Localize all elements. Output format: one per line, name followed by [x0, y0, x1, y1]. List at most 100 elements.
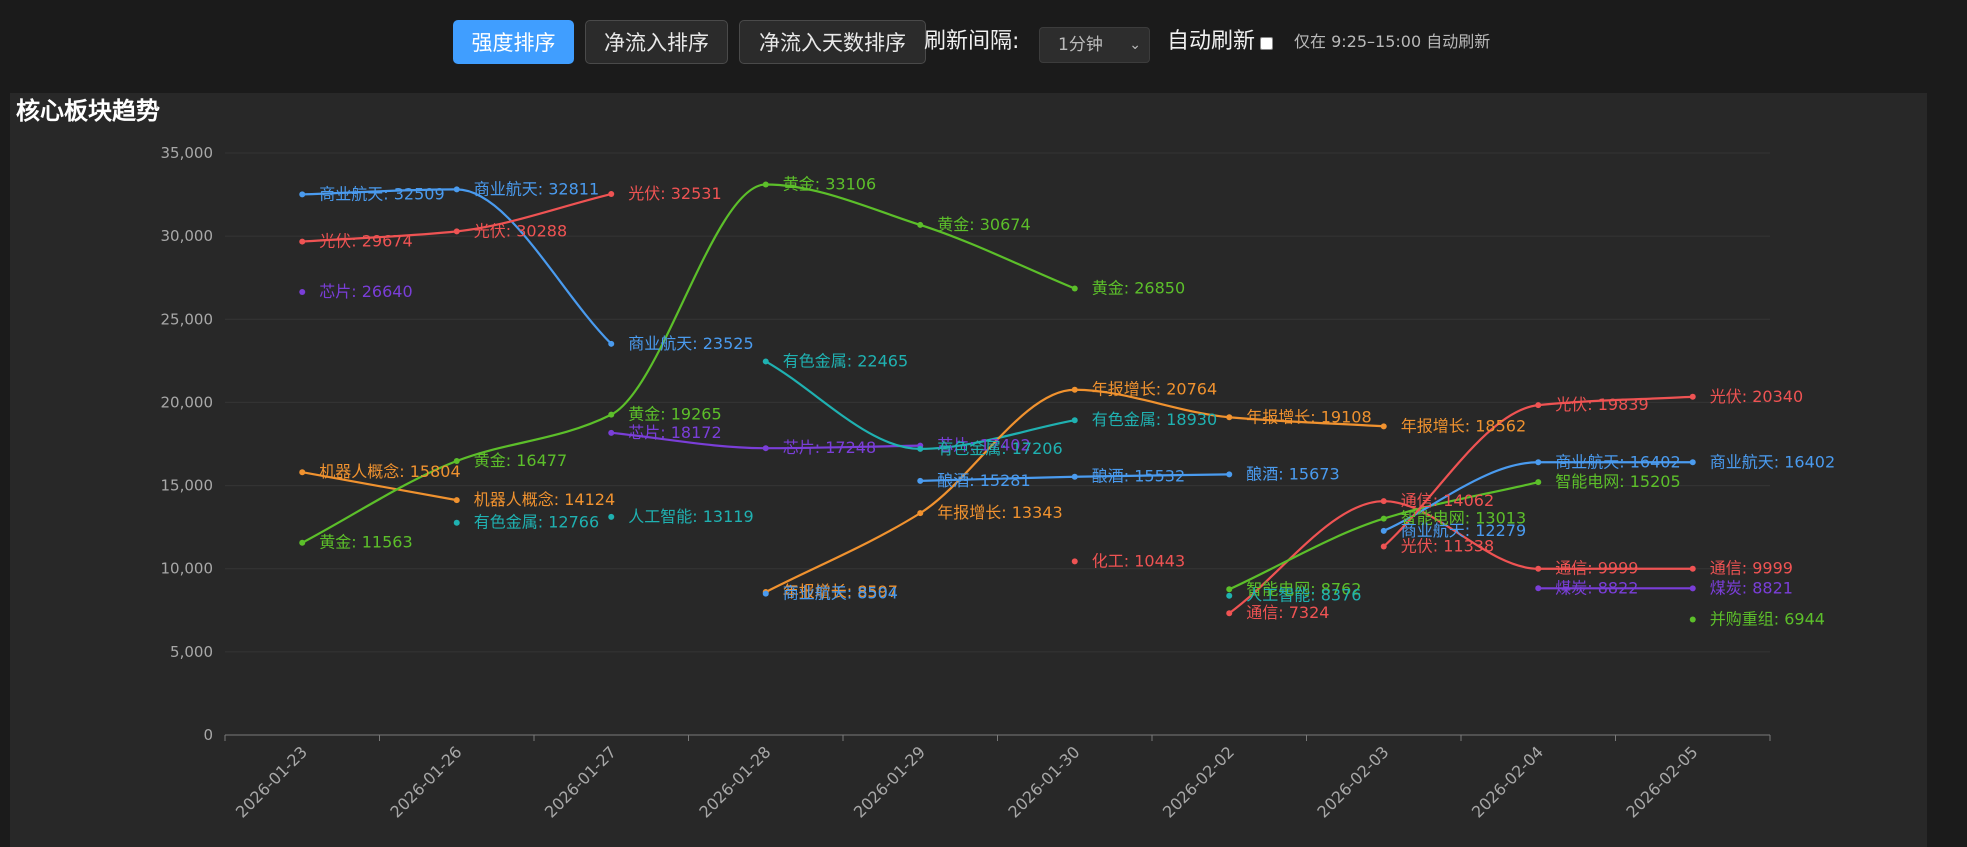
data-point	[1380, 515, 1387, 522]
data-point	[1071, 473, 1078, 480]
data-label: 商业航天: 8504	[783, 584, 898, 603]
data-point	[762, 181, 769, 188]
strength-sort-button[interactable]: 强度排序	[453, 20, 574, 64]
data-label: 通信: 9999	[1710, 559, 1793, 578]
data-point	[453, 458, 460, 465]
data-point	[1535, 479, 1542, 486]
data-point	[1535, 459, 1542, 466]
data-label: 煤炭: 8821	[1710, 578, 1793, 597]
data-label: 芯片: 26640	[319, 282, 412, 301]
data-point	[1689, 459, 1696, 466]
data-point	[1380, 527, 1387, 534]
data-label: 光伏: 19839	[1555, 395, 1648, 414]
data-label: 光伏: 32531	[628, 184, 721, 203]
refresh-interval-select[interactable]: 1分钟 ⌄	[1039, 27, 1150, 63]
data-point	[762, 590, 769, 597]
net-inflow-days-sort-button[interactable]: 净流入天数排序	[739, 20, 926, 64]
data-label: 光伏: 20340	[1710, 387, 1803, 406]
y-tick-label: 10,000	[161, 560, 214, 578]
data-point	[917, 510, 924, 517]
data-point	[917, 221, 924, 228]
data-point	[762, 445, 769, 452]
x-tick-label: 2026-01-26	[386, 742, 465, 821]
toolbar: 强度排序 净流入排序 净流入天数排序 刷新间隔: 1分钟 ⌄ 自动刷新 仅在 9…	[0, 0, 1967, 88]
data-point	[1226, 586, 1233, 593]
data-label: 并购重组: 6944	[1710, 610, 1825, 629]
trend-line-chart: 0 5,000 10,000 15,000 20,000 25,000 30,000 35,0…	[161, 144, 1836, 822]
data-point	[1380, 543, 1387, 550]
data-label: 化工: 10443	[1092, 551, 1185, 570]
data-point	[608, 513, 615, 520]
data-point	[1226, 414, 1233, 421]
panel-title: 核心板块趋势	[16, 97, 160, 125]
data-point	[608, 191, 615, 198]
auto-refresh-label: 自动刷新	[1167, 29, 1256, 54]
data-label: 酿酒: 15532	[1092, 467, 1185, 486]
data-point	[1071, 285, 1078, 292]
data-label: 机器人概念: 15804	[319, 462, 460, 481]
x-tick-label: 2026-01-29	[850, 742, 929, 821]
data-label: 机器人概念: 14124	[474, 490, 615, 509]
data-label: 酿酒: 15673	[1246, 464, 1339, 483]
data-point	[453, 519, 460, 526]
data-label: 商业航天: 23525	[628, 334, 753, 353]
data-point	[1535, 402, 1542, 409]
y-tick-label: 25,000	[161, 310, 214, 328]
data-label: 智能电网: 13013	[1401, 509, 1526, 528]
data-label: 黄金: 30674	[937, 215, 1030, 234]
refresh-interval-value: 1分钟	[1058, 35, 1103, 55]
data-point	[1071, 417, 1078, 424]
data-point	[917, 477, 924, 484]
data-label: 有色金属: 22465	[783, 351, 908, 370]
y-tick-label: 30,000	[161, 227, 214, 245]
refresh-interval-label: 刷新间隔:	[924, 29, 1020, 54]
data-point	[299, 289, 306, 296]
data-label: 光伏: 11338	[1401, 536, 1494, 555]
data-point	[608, 429, 615, 436]
x-tick-label: 2026-01-23	[232, 742, 311, 821]
data-point	[1689, 393, 1696, 400]
auto-refresh-hint: 仅在 9:25–15:00 自动刷新	[1294, 32, 1491, 51]
series-line	[302, 188, 613, 345]
x-tick-label: 2026-01-30	[1004, 742, 1083, 821]
data-label: 黄金: 16477	[474, 451, 567, 470]
data-label: 有色金属: 18930	[1092, 410, 1217, 429]
trend-panel: 核心板块趋势 0 5,000 10,000 15,000 20,000 25,000 30,…	[10, 93, 1927, 847]
data-point	[1380, 498, 1387, 505]
data-point	[1689, 616, 1696, 623]
data-label: 年报增长: 13343	[937, 503, 1062, 522]
data-label: 商业航天: 32509	[319, 184, 444, 203]
series-line	[301, 183, 1076, 544]
data-point	[453, 186, 460, 193]
data-point	[1226, 592, 1233, 599]
data-label: 黄金: 33106	[783, 174, 876, 193]
data-label: 黄金: 11563	[319, 533, 412, 552]
series-line	[302, 471, 457, 502]
data-label: 黄金: 26850	[1092, 279, 1185, 298]
data-label: 酿酒: 15281	[937, 471, 1030, 490]
data-label: 芯片: 18172	[628, 423, 721, 442]
data-point	[917, 445, 924, 452]
data-point	[299, 238, 306, 245]
series-line	[765, 388, 1384, 594]
data-point	[1071, 558, 1078, 565]
data-label: 通信: 14062	[1401, 491, 1494, 510]
auto-refresh-checkbox[interactable]	[1260, 37, 1273, 50]
data-label: 黄金: 19265	[628, 405, 721, 424]
data-point	[1689, 565, 1696, 572]
data-point	[1535, 565, 1542, 572]
y-tick-label: 35,000	[161, 144, 214, 162]
data-label: 通信: 7324	[1246, 603, 1329, 622]
data-point	[1226, 610, 1233, 617]
x-tick-label: 2026-02-02	[1159, 742, 1238, 821]
data-label: 通信: 9999	[1555, 559, 1638, 578]
x-tick-label: 2026-02-05	[1622, 742, 1701, 821]
data-point	[453, 228, 460, 235]
net-inflow-sort-button[interactable]: 净流入排序	[585, 20, 728, 64]
data-point	[299, 469, 306, 476]
data-point	[299, 539, 306, 546]
data-label: 人工智能: 8376	[1246, 586, 1361, 605]
data-label: 年报增长: 8597	[783, 582, 898, 601]
data-point	[608, 340, 615, 347]
data-point	[762, 358, 769, 365]
